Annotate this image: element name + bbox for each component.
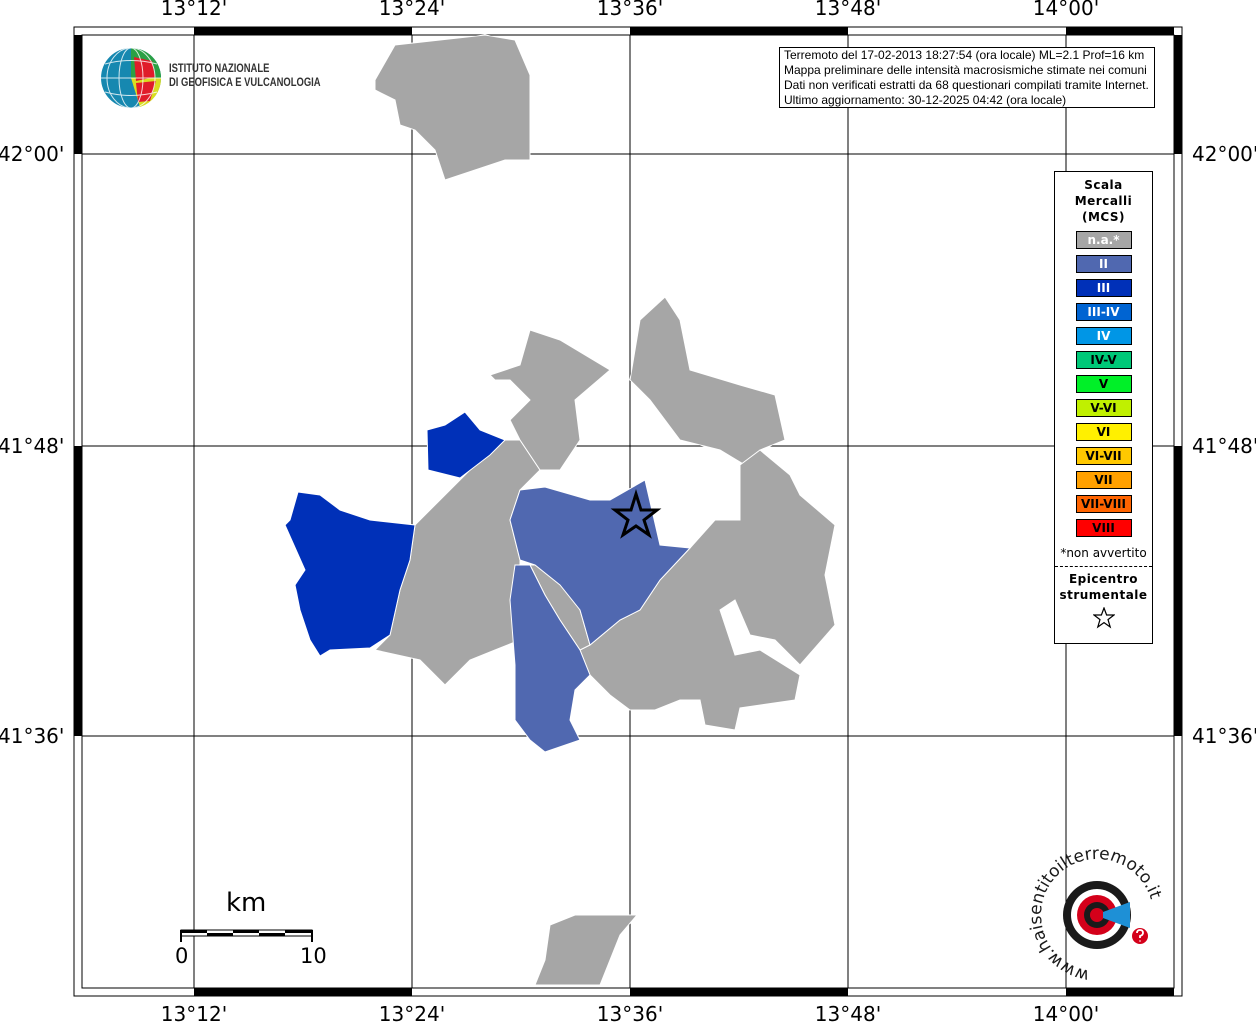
frame-bar-segment <box>1174 35 1182 154</box>
frame-bar-segment <box>630 27 848 35</box>
lon-tick-label: 13°12' <box>160 0 228 20</box>
legend-title: Scala Mercalli (MCS) <box>1055 177 1152 225</box>
legend-swatch: n.a.* <box>1075 231 1132 249</box>
municipality-na <box>489 329 611 471</box>
frame-bar-segment <box>1174 446 1182 736</box>
legend-swatch: V <box>1075 375 1132 393</box>
epicenter-star-icon <box>610 488 662 539</box>
lon-tick-label: 13°48' <box>814 1002 882 1026</box>
lon-tick-label: 13°36' <box>596 1002 664 1026</box>
lat-tick-label: 41°36' <box>0 724 65 748</box>
legend-swatch: VII-VIII <box>1075 495 1132 513</box>
legend-divider <box>1055 566 1152 567</box>
legend-swatch: IV <box>1075 327 1132 345</box>
ingv-name-line1: ISTITUTO NAZIONALE <box>169 63 270 75</box>
legend-title-line: (MCS) <box>1081 210 1126 224</box>
municipality-na <box>534 914 639 986</box>
frame-bar-segment <box>630 988 848 996</box>
ingv-name-line2: DI GEOFISICA E VULCANOLOGIA <box>169 77 321 89</box>
question-mark-icon <box>1136 929 1144 942</box>
lat-tick-label: 41°48' <box>1192 434 1256 458</box>
legend-swatch: VIII <box>1075 519 1132 537</box>
epicenter-label-line: strumentale <box>1059 588 1148 602</box>
legend-swatch: V-VI <box>1075 399 1132 417</box>
municipality-na <box>374 34 531 181</box>
legend-note: *non avvertito <box>1060 546 1147 560</box>
lon-tick-label: 13°48' <box>814 0 882 20</box>
municipalities <box>284 34 836 986</box>
frame-bar-segment <box>74 446 82 736</box>
municipality-na <box>629 296 786 466</box>
legend-swatch: VI <box>1075 423 1132 441</box>
legend-swatch: III <box>1075 279 1132 297</box>
scale-bar <box>180 929 313 942</box>
event-info-box: Terremoto del 17-02-2013 18:27:54 (ora l… <box>779 47 1155 108</box>
haisentito-logo: www.haisentitoilterremoto.it <box>1026 844 1165 986</box>
legend-swatch: IV-V <box>1075 351 1132 369</box>
star-outline-icon <box>1091 606 1116 629</box>
ingv-logo: ISTITUTO NAZIONALE DI GEOFISICA E VULCAN… <box>100 47 321 109</box>
info-line: Dati non verificati estratti da 68 quest… <box>784 78 1149 92</box>
municipality-III <box>426 411 506 479</box>
frame-bar-segment <box>74 35 82 154</box>
scale-unit: km <box>226 888 267 918</box>
frame-bars <box>74 27 1182 996</box>
info-line: Ultimo aggiornamento: 30-12-2025 04:42 (… <box>784 93 1067 107</box>
info-line: Mappa preliminare delle intensità macros… <box>784 63 1147 77</box>
lon-tick-label: 13°24' <box>378 1002 446 1026</box>
legend-title-line: Mercalli <box>1074 194 1133 208</box>
legend-swatch: VI-VII <box>1075 447 1132 465</box>
legend-swatch: III-IV <box>1075 303 1132 321</box>
lat-tick-label: 42°00' <box>0 142 65 166</box>
lat-tick-label: 42°00' <box>1192 142 1256 166</box>
lat-tick-label: 41°48' <box>0 434 65 458</box>
municipality-II <box>509 564 591 753</box>
frame-bar-segment <box>194 27 412 35</box>
legend: Scala Mercalli (MCS) n.a.* II III III-IV IV I… <box>1054 171 1153 644</box>
frame-bar-segment <box>1066 988 1174 996</box>
lat-tick-label: 41°36' <box>1192 724 1256 748</box>
globe-icon <box>101 47 162 109</box>
legend-title-line: Scala <box>1084 178 1123 192</box>
legend-swatches: n.a.* II III III-IV IV IV-V V V-VI VI VI-VII VII VI… <box>1055 231 1152 537</box>
lon-tick-label: 13°24' <box>378 0 446 20</box>
legend-swatch: II <box>1075 255 1132 273</box>
lon-tick-label: 13°12' <box>160 1002 228 1026</box>
frame-bar-segment <box>1066 27 1174 35</box>
legend-swatch: VII <box>1075 471 1132 489</box>
epicenter-label: Epicentro strumentale <box>1055 571 1152 603</box>
scale-max: 10 <box>300 944 327 968</box>
scale-min: 0 <box>175 944 189 968</box>
lon-tick-label: 14°00' <box>1032 1002 1100 1026</box>
frame-bar-segment <box>194 988 412 996</box>
epicenter-label-line: Epicentro <box>1068 572 1139 586</box>
municipality-III <box>284 491 416 657</box>
info-line: Terremoto del 17-02-2013 18:27:54 (ora l… <box>784 48 1145 62</box>
lon-tick-label: 13°36' <box>596 0 664 20</box>
lon-tick-label: 14°00' <box>1032 0 1100 20</box>
